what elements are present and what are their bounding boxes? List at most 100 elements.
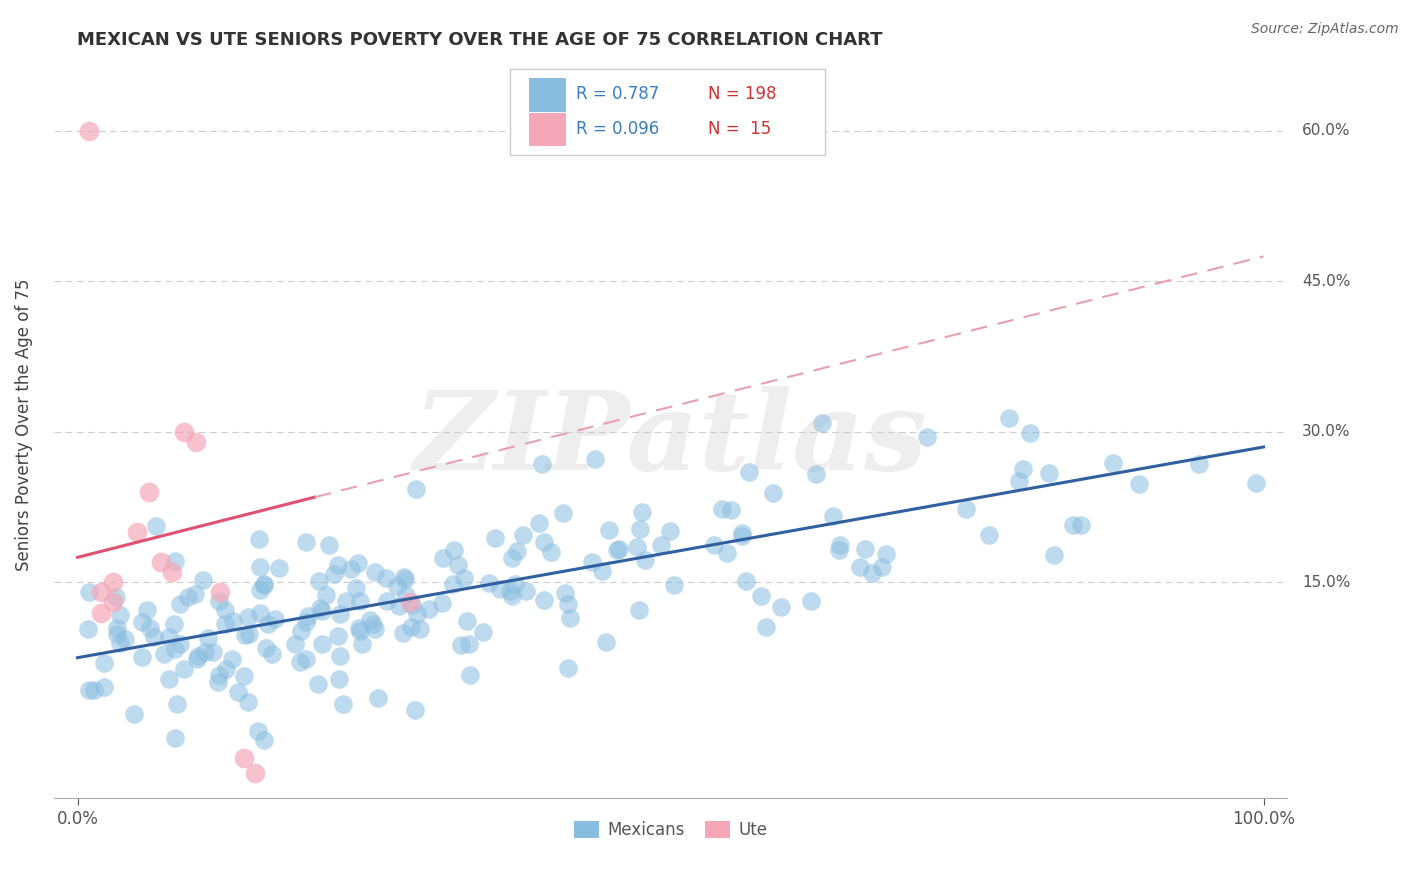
Point	[347, 557, 370, 571]
Text: MEXICAN VS UTE SENIORS POVERTY OVER THE AGE OF 75 CORRELATION CHART: MEXICAN VS UTE SENIORS POVERTY OVER THE …	[77, 31, 883, 49]
Point	[595, 634, 617, 648]
Point	[284, 637, 307, 651]
Point	[139, 621, 162, 635]
FancyBboxPatch shape	[529, 112, 565, 146]
Point	[1187, 457, 1209, 471]
Point	[363, 616, 385, 631]
Point	[551, 506, 574, 520]
Point	[318, 538, 340, 552]
Point	[122, 707, 145, 722]
Point	[749, 589, 772, 603]
Point	[634, 553, 657, 567]
Point	[328, 629, 350, 643]
Point	[208, 668, 231, 682]
Point	[323, 567, 346, 582]
Point	[308, 574, 330, 588]
Point	[267, 561, 290, 575]
Point	[460, 668, 482, 682]
Point	[104, 590, 127, 604]
Point	[77, 683, 100, 698]
Point	[401, 598, 423, 612]
Point	[738, 465, 761, 479]
Point	[453, 571, 475, 585]
Point	[105, 627, 128, 641]
Point	[1018, 426, 1040, 441]
Point	[1244, 475, 1267, 490]
Point	[165, 554, 187, 568]
Point	[409, 623, 432, 637]
Text: R = 0.787: R = 0.787	[575, 85, 659, 103]
Point	[256, 617, 278, 632]
Point	[326, 558, 349, 572]
Point	[90, 606, 112, 620]
Point	[197, 632, 219, 646]
Text: 30.0%: 30.0%	[1302, 425, 1351, 440]
Point	[955, 502, 977, 516]
Point	[76, 623, 98, 637]
Point	[249, 560, 271, 574]
Point	[142, 630, 165, 644]
Point	[664, 577, 686, 591]
Point	[388, 599, 411, 614]
Point	[307, 677, 329, 691]
Point	[456, 614, 478, 628]
Point	[512, 528, 534, 542]
Point	[253, 733, 276, 747]
Point	[527, 516, 550, 530]
Point	[254, 640, 277, 655]
Point	[186, 652, 208, 666]
Point	[499, 584, 522, 599]
Point	[159, 630, 181, 644]
FancyBboxPatch shape	[529, 78, 565, 112]
Point	[554, 585, 576, 599]
Point	[187, 648, 209, 663]
Point	[770, 599, 793, 614]
Point	[977, 528, 1000, 542]
Point	[105, 621, 128, 635]
Point	[173, 662, 195, 676]
Point	[138, 485, 160, 500]
Point	[488, 582, 510, 596]
Point	[364, 565, 387, 579]
Point	[232, 751, 254, 765]
Point	[253, 578, 276, 592]
Point	[226, 685, 249, 699]
Point	[149, 555, 172, 569]
Point	[207, 593, 229, 607]
Point	[860, 566, 883, 580]
Point	[703, 537, 725, 551]
Point	[711, 501, 734, 516]
Point	[295, 652, 318, 666]
Point	[162, 566, 184, 580]
Point	[193, 574, 215, 588]
FancyBboxPatch shape	[510, 70, 825, 155]
Point	[166, 698, 188, 712]
Point	[515, 584, 537, 599]
Point	[169, 597, 191, 611]
Point	[626, 540, 648, 554]
Point	[540, 544, 562, 558]
Point	[208, 585, 231, 599]
Point	[392, 570, 415, 584]
Point	[853, 541, 876, 556]
Point	[101, 575, 124, 590]
Point	[755, 620, 778, 634]
Point	[214, 616, 236, 631]
Point	[247, 533, 270, 547]
Point	[659, 524, 682, 538]
Point	[998, 410, 1021, 425]
Point	[131, 615, 153, 630]
Text: ZIPatlas: ZIPatlas	[413, 385, 928, 493]
Point	[184, 587, 207, 601]
Point	[290, 624, 312, 639]
Point	[90, 585, 112, 599]
Point	[344, 581, 367, 595]
Point	[297, 609, 319, 624]
Point	[1101, 456, 1123, 470]
Point	[249, 607, 271, 621]
Point	[650, 538, 672, 552]
Point	[364, 623, 387, 637]
Point	[359, 613, 381, 627]
Point	[93, 656, 115, 670]
Point	[806, 467, 828, 481]
